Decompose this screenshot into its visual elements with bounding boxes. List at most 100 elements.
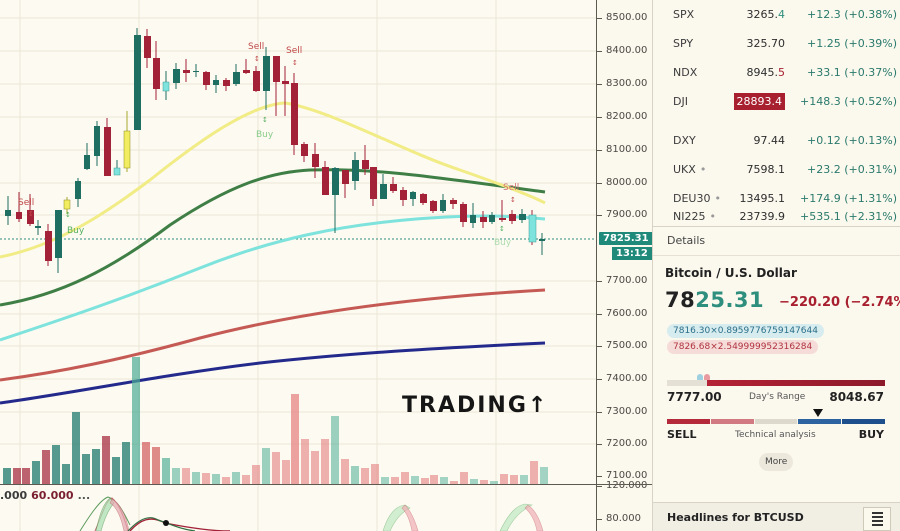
watchlist-symbol: DXY [673,134,696,147]
watchlist-symbol: DEU30 • [673,192,721,205]
watchlist-change: +33.1 (+0.37%) [807,66,897,79]
ma-blue-line [0,341,546,405]
price-tick: 7100.00 [597,469,653,483]
list-icon[interactable] [863,507,891,531]
price-tick: 8500.00 [597,11,653,25]
sell-signal: Sell [286,46,302,56]
price-tick: 7900.00 [597,208,653,222]
headlines-section: Headlines for BTCUSD [653,502,900,531]
gauge-neutral [754,419,798,424]
watchlist-last: 97.44 [753,134,786,147]
days-range-label: Day's Range [749,392,806,402]
watchlist-change: +23.2 (+0.31%) [807,163,897,176]
svg-text:↕: ↕ [510,196,516,204]
volume-bars [3,357,548,484]
bid-price-size: 7816.30×0.895977675914764​4 [667,324,824,338]
bar-countdown-label: 13:12 [612,247,652,260]
oscillator-lines [79,496,544,531]
buy-signal: Buy [494,238,512,248]
price-tick: 8100.00 [597,143,653,157]
watchlist-last: 7598.1 [746,163,786,176]
ask-marker-icon [704,374,710,382]
signal-labels: Sell ↕ ↕ Buy Sell ↕ Sell ↕ ↕ Buy Sell ↕ … [18,42,519,248]
last-price: 7825.31 [665,288,765,312]
sell-signal: Sell [18,198,34,208]
buy-signal: Buy [256,130,274,140]
watchlist-last: 28893.4 [733,93,785,110]
svg-text:↕: ↕ [254,55,260,63]
details-section-header[interactable]: Details [653,226,900,256]
more-button[interactable]: More [759,453,794,471]
watchlist-row-deu30[interactable]: DEU30 • 13495.1 +174.9 (+1.31%) [653,184,900,213]
ma-cyan-line [0,214,546,342]
bid-marker-icon [697,374,703,382]
watchlist-symbol: SPY [673,37,694,50]
price-tick: 7500.00 [597,339,653,353]
oscillator-more[interactable]: ... [77,489,91,502]
watchlist-row-ni225[interactable]: NI225 • 23739.9 +535.1 (+2.31%) [653,202,900,231]
watchlist-symbol: NI225 • [673,210,716,223]
right-sidebar: SPX 3265.4 +12.3 (+0.38%) SPY 325.70 +1.… [652,0,900,531]
sell-signal: Sell [503,183,519,193]
market-closed-dot-icon: • [699,163,707,176]
technical-gauge-pointer-icon [813,409,823,417]
oscillator-value-1: .000 [0,489,28,502]
candlesticks [5,28,545,273]
svg-text:↕: ↕ [65,211,71,219]
price-tick: 7600.00 [597,307,653,321]
price-change: −220.20 (−2.74%) [779,295,900,310]
watchlist-change: +148.3 (+0.52%) [800,95,897,108]
technical-sell-label: SELL [667,428,697,441]
watchlist-last: 23739.9 [739,210,786,223]
svg-text:↕: ↕ [28,210,34,218]
technical-analysis-label: Technical analysis [735,430,816,440]
oscillator-value-2: 60.000 [31,489,74,502]
market-closed-dot-icon: • [709,210,716,223]
technical-analysis-gauge [667,419,885,424]
oscillator-tick: 120.000 [597,479,653,493]
watchlist-symbol: UKX • [673,163,707,176]
days-range-low: 7777.00 [667,390,722,404]
gauge-buy [798,419,842,424]
watchlist-symbol: NDX [673,66,698,79]
price-axis[interactable]: 8500.00 8400.00 8300.00 8200.00 8100.00 … [596,0,652,531]
last-price-label: 7825.31 [599,232,653,245]
watchlist-change: +535.1 (+2.31%) [800,210,897,223]
trading-logo: TRADING↑ [402,393,549,418]
days-range-markers [697,367,711,386]
price-tick: 7400.00 [597,372,653,386]
watchlist-last: 8945.5 [746,66,786,79]
ma-red-line [0,288,546,382]
watchlist-row-ndx[interactable]: NDX 8945.5 +33.1 (+0.37%) [653,58,900,87]
watchlist-symbol: DJI [673,95,688,108]
days-range-bar [667,380,885,386]
watchlist-row-ukx[interactable]: UKX • 7598.1 +23.2 (+0.31%) [653,155,900,184]
technical-buy-label: BUY [858,428,884,441]
watchlist-row-spx[interactable]: SPX 3265.4 +12.3 (+0.38%) [653,0,900,29]
sell-signal: Sell [248,42,264,52]
buy-signal: Buy [67,226,85,236]
watchlist-change: +1.25 (+0.39%) [807,37,897,50]
svg-text:↕: ↕ [262,116,268,124]
oscillator-tick: 80.000 [597,512,653,526]
gauge-sell [710,419,754,424]
watchlist-symbol: SPX [673,8,695,21]
watchlist-row-dxy[interactable]: DXY 97.44 +0.12 (+0.13%) [653,126,900,155]
price-tick: 8200.00 [597,110,653,124]
watchlist-row-dji[interactable]: DJI 28893.4 +148.3 (+0.52%) [653,87,900,116]
watchlist-change: +174.9 (+1.31%) [800,192,897,205]
price-tick: 8400.00 [597,44,653,58]
svg-text:↕: ↕ [499,225,505,233]
watchlist-last: 3265.4 [746,8,786,21]
price-tick: 8000.00 [597,176,653,190]
gauge-strong-sell [667,419,710,424]
watchlist-change: +0.12 (+0.13%) [807,134,897,147]
oscillator-legend[interactable]: .000 60.000... [0,489,90,502]
price-chart-svg[interactable]: Sell ↕ ↕ Buy Sell ↕ Sell ↕ ↕ Buy Sell ↕ … [0,0,596,531]
ma-green-line [0,168,546,307]
pane-divider[interactable] [0,484,652,485]
days-range-high: 8048.67 [829,390,884,404]
chart-canvas[interactable]: Sell ↕ ↕ Buy Sell ↕ Sell ↕ ↕ Buy Sell ↕ … [0,0,596,531]
watchlist-row-spy[interactable]: SPY 325.70 +1.25 (+0.39%) [653,29,900,58]
